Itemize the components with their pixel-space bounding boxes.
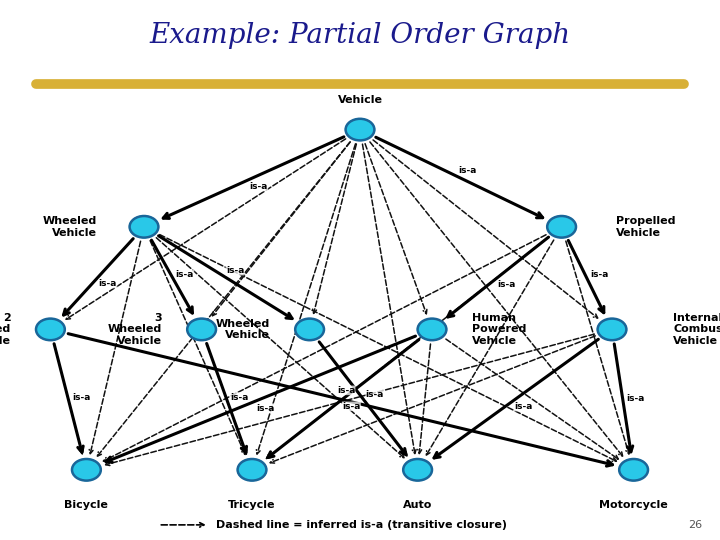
Text: 26: 26 <box>688 520 702 530</box>
Text: 3
Wheeled
Vehicle: 3 Wheeled Vehicle <box>108 313 162 346</box>
Text: is-a: is-a <box>366 390 384 399</box>
Text: 2
Wheeled
Vehicle: 2 Wheeled Vehicle <box>0 313 11 346</box>
Text: is-a: is-a <box>515 402 533 411</box>
Text: is-a: is-a <box>230 393 248 402</box>
Text: Dashed line = inferred is-a (transitive closure): Dashed line = inferred is-a (transitive … <box>216 520 507 530</box>
Circle shape <box>187 319 216 340</box>
Text: Vehicle: Vehicle <box>338 95 382 105</box>
Circle shape <box>130 216 158 238</box>
Text: Auto: Auto <box>403 500 432 510</box>
Circle shape <box>346 119 374 140</box>
Text: is-a: is-a <box>590 270 608 279</box>
Text: Propelled
Vehicle: Propelled Vehicle <box>616 216 675 238</box>
Text: Motorcycle: Motorcycle <box>599 500 668 510</box>
Circle shape <box>403 459 432 481</box>
Text: Internal
Combustion
Vehicle: Internal Combustion Vehicle <box>673 313 720 346</box>
Text: is-a: is-a <box>497 280 516 289</box>
Text: Tricycle: Tricycle <box>228 500 276 510</box>
Circle shape <box>547 216 576 238</box>
Text: is-a: is-a <box>342 402 361 411</box>
Text: is-a: is-a <box>99 279 117 288</box>
Text: Wheeled
Vehicle: Wheeled Vehicle <box>43 216 97 238</box>
Text: Human
Powered
Vehicle: Human Powered Vehicle <box>472 313 526 346</box>
Circle shape <box>598 319 626 340</box>
Circle shape <box>619 459 648 481</box>
Circle shape <box>238 459 266 481</box>
Text: Bicycle: Bicycle <box>65 500 108 510</box>
Text: is-a: is-a <box>626 394 645 403</box>
Circle shape <box>72 459 101 481</box>
Text: is-a: is-a <box>337 386 355 395</box>
Text: Wheeled
Vehicle: Wheeled Vehicle <box>216 319 270 340</box>
Text: is-a: is-a <box>250 182 268 191</box>
Circle shape <box>36 319 65 340</box>
Text: is-a: is-a <box>256 403 274 413</box>
Text: is-a: is-a <box>226 266 244 275</box>
Text: is-a: is-a <box>176 270 194 279</box>
Text: is-a: is-a <box>72 393 90 402</box>
Circle shape <box>295 319 324 340</box>
Text: Example: Partial Order Graph: Example: Partial Order Graph <box>150 22 570 49</box>
Circle shape <box>418 319 446 340</box>
Text: is-a: is-a <box>459 166 477 174</box>
